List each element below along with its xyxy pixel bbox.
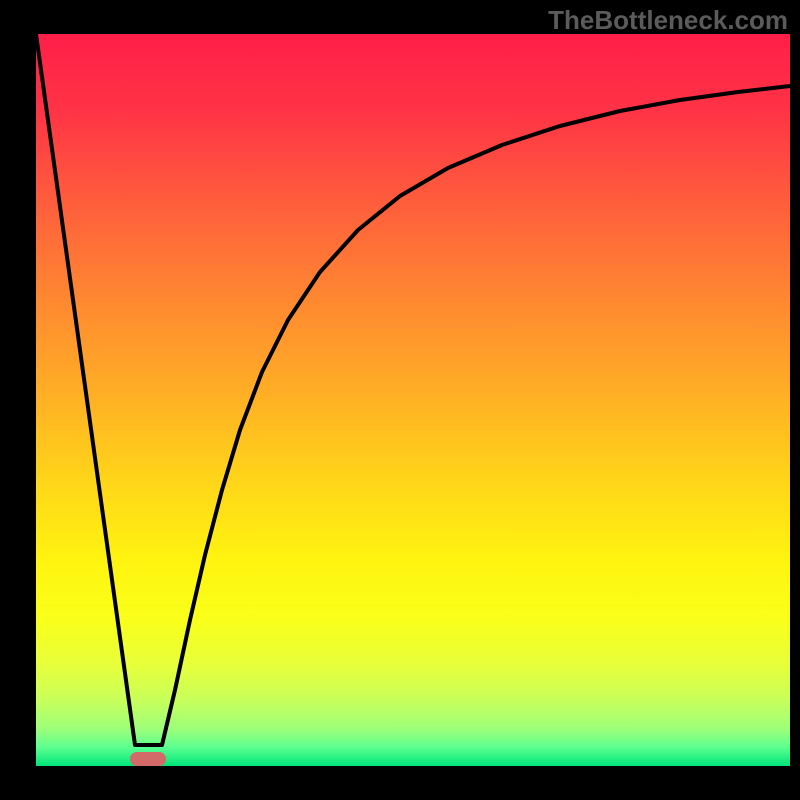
curve-layer	[0, 0, 800, 800]
border-bottom	[0, 766, 800, 800]
chart-frame: TheBottleneck.com	[0, 0, 800, 800]
border-left	[0, 0, 36, 800]
plot-background	[36, 34, 790, 766]
watermark-text: TheBottleneck.com	[548, 5, 788, 36]
optimum-marker	[130, 752, 166, 766]
border-right	[790, 0, 800, 800]
